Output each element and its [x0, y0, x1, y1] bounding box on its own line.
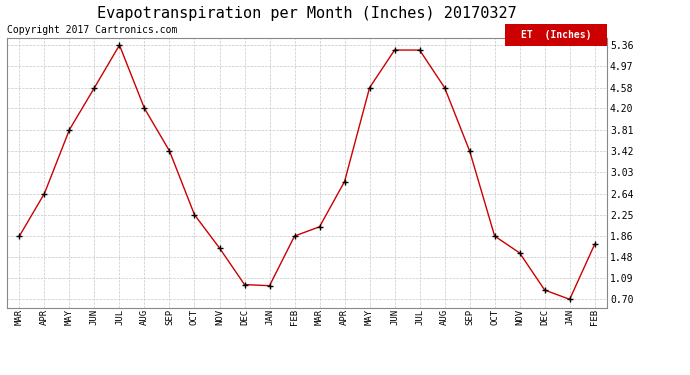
Title: Evapotranspiration per Month (Inches) 20170327: Evapotranspiration per Month (Inches) 20… — [97, 6, 517, 21]
Text: Copyright 2017 Cartronics.com: Copyright 2017 Cartronics.com — [7, 25, 177, 35]
